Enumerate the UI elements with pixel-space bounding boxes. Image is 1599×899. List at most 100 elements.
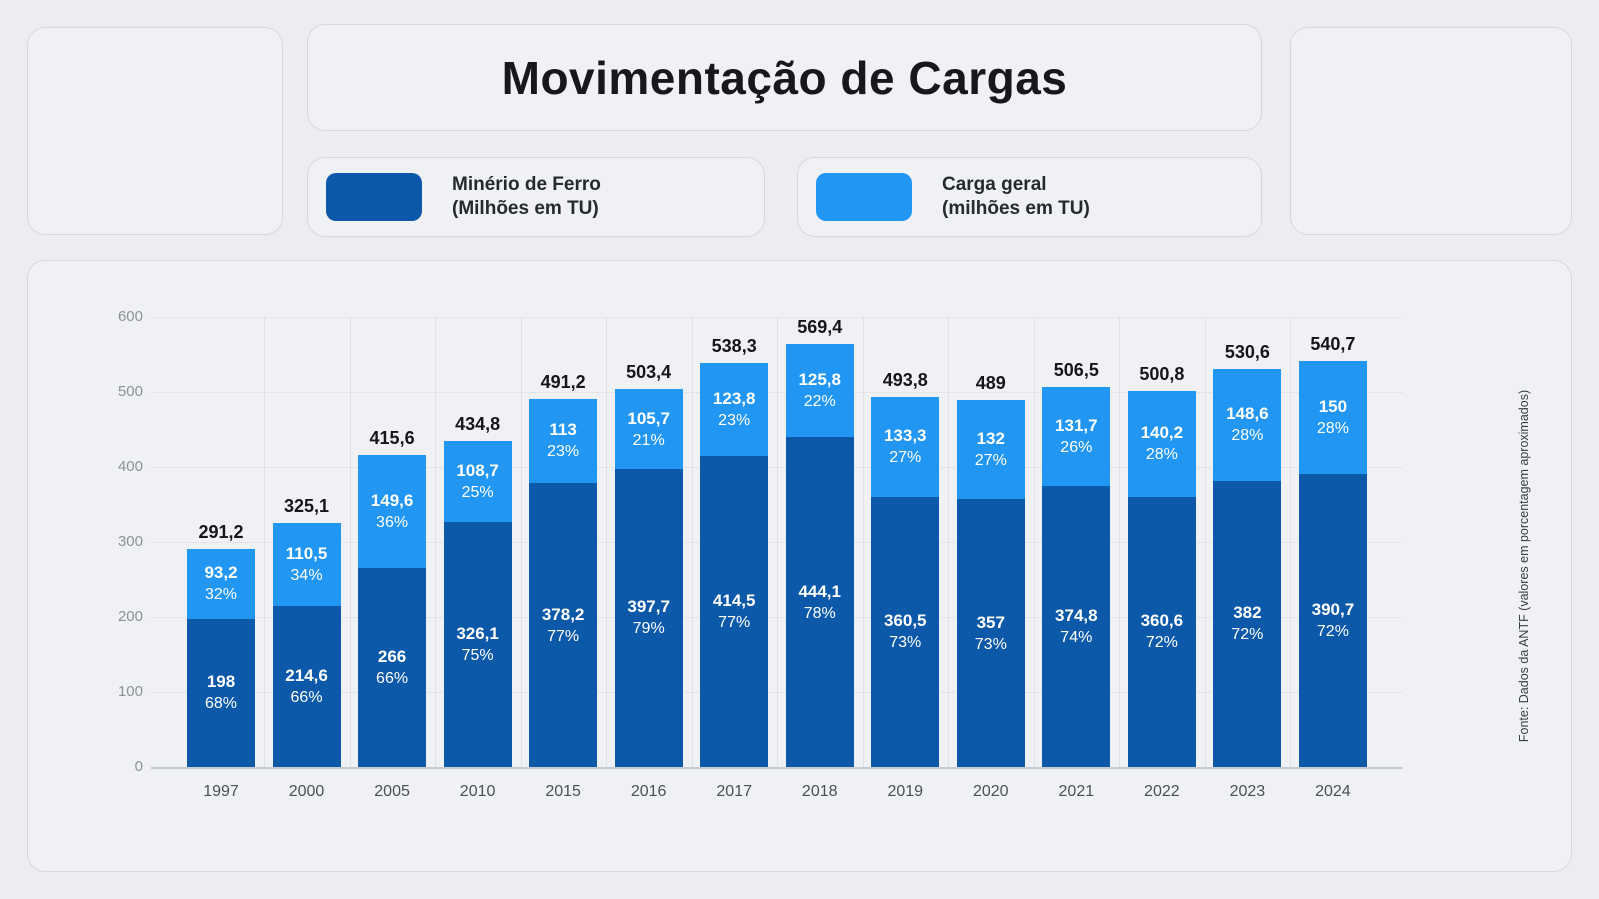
gridline-vertical	[520, 317, 522, 767]
gridline-vertical	[349, 317, 351, 767]
segment-percent: 23%	[547, 443, 580, 461]
minerio-segment: 357 73%	[956, 499, 1025, 767]
y-tick-label: 0	[134, 758, 143, 775]
minerio-segment: 390,7 72%	[1298, 473, 1367, 767]
segment-value: 378,2	[541, 604, 585, 624]
segment-percent: 72%	[1316, 622, 1349, 640]
bar-2019: 493,8 133,3 27% 360,5 73% 2019	[871, 317, 940, 800]
legend-label-minerio: Minério de Ferro (Milhões em TU)	[452, 173, 601, 221]
minerio-segment: 374,8 74%	[1042, 485, 1111, 767]
bar-2021: 506,5 131,7 26% 374,8 74% 2021	[1042, 317, 1111, 800]
x-tick-label: 2005	[374, 783, 410, 800]
segment-percent: 26%	[1060, 439, 1093, 457]
total-label: 500,8	[1139, 364, 1185, 385]
legend-label-carga-line1: Carga geral	[942, 174, 1047, 196]
x-tick-label: 2000	[288, 783, 325, 800]
segment-value: 326,1	[456, 624, 499, 644]
carga-segment: 93,2 32%	[187, 548, 255, 619]
x-tick-label: 2023	[1229, 783, 1266, 800]
minerio-segment: 397,7 79%	[614, 468, 683, 767]
segment-value: 93,2	[204, 563, 238, 583]
x-tick-label: 2017	[716, 783, 752, 800]
gridline-vertical	[1290, 317, 1291, 767]
gridline-vertical	[862, 317, 864, 767]
segment-value: 125,8	[798, 370, 841, 390]
bar-2016: 503,4 105,7 21% 397,7 79% 2016	[614, 317, 683, 800]
segment-percent: 66%	[376, 669, 409, 687]
y-tick-label: 100	[117, 683, 143, 700]
segment-percent: 22%	[803, 393, 836, 411]
segment-value: 149,6	[370, 490, 414, 510]
carga-segment: 148,6 28%	[1213, 369, 1282, 481]
minerio-segment: 360,5 73%	[871, 496, 940, 767]
carga-segment: 131,7 26%	[1042, 387, 1111, 486]
segment-percent: 34%	[290, 567, 323, 585]
carga-segment: 133,3 27%	[871, 396, 940, 497]
x-tick-label: 2010	[459, 783, 496, 800]
minerio-segment: 360,6 72%	[1127, 496, 1196, 767]
legend-label-minerio-line1: Minério de Ferro	[452, 174, 601, 196]
bar-2015: 491,2 113 23% 378,2 77% 2015	[529, 317, 598, 800]
total-label: 434,8	[455, 413, 501, 434]
legend-label-carga-line2: (milhões em TU)	[942, 198, 1090, 219]
carga-segment: 149,6 36%	[358, 455, 427, 568]
plot-area: 291,2 93,2 32% 198 68% 1997 325,1 110,5 34% 214,6…	[151, 317, 1403, 800]
legend-label-minerio-line2: (Milhões em TU)	[452, 198, 599, 219]
segment-value: 132	[976, 429, 1005, 449]
carga-segment: 110,5 34%	[272, 523, 341, 607]
segment-value: 131,7	[1055, 416, 1098, 436]
chart-panel: 0 100 200 300 400 500 600 291,2 93,2 32% 198 68% 19…	[27, 260, 1572, 872]
segment-value: 390,7	[1311, 599, 1355, 619]
segment-value: 444,1	[798, 581, 841, 601]
page-title: Movimentação de Cargas	[501, 51, 1068, 104]
segment-value: 105,7	[627, 408, 670, 428]
carga-segment: 123,8 23%	[700, 363, 769, 457]
carga-segment: 132 27%	[956, 400, 1025, 500]
minerio-segment: 444,1 78%	[785, 437, 854, 767]
minerio-segment: 266 66%	[358, 567, 427, 767]
total-label: 569,4	[797, 317, 843, 337]
total-label: 291,2	[198, 521, 244, 542]
total-label: 530,6	[1224, 342, 1270, 363]
segment-percent: 28%	[1145, 446, 1178, 464]
minerio-segment: 198 68%	[187, 618, 255, 767]
segment-percent: 23%	[718, 412, 751, 430]
y-tick-label: 500	[117, 383, 143, 400]
total-label: 538,3	[711, 336, 757, 357]
legend-carga-geral: Carga geral (milhões em TU)	[797, 157, 1262, 237]
segment-percent: 77%	[547, 627, 580, 645]
legend-label-carga: Carga geral (milhões em TU)	[942, 173, 1090, 221]
minerio-segment: 414,5 77%	[700, 456, 769, 767]
segment-value: 360,5	[883, 611, 927, 631]
bar-2010: 434,8 108,7 25% 326,1 75% 2010	[443, 317, 512, 800]
carga-segment: 108,7 25%	[443, 440, 512, 523]
x-tick-label: 2021	[1058, 783, 1095, 800]
bar-2018: 569,4 125,8 22% 444,1 78% 2018	[785, 317, 854, 800]
segment-percent: 78%	[803, 604, 836, 622]
legend-minerio-de-ferro: Minério de Ferro (Milhões em TU)	[307, 157, 765, 237]
carga-segment: 140,2 28%	[1127, 391, 1196, 497]
x-axis-baseline	[151, 767, 1403, 769]
segment-value: 414,5	[712, 591, 756, 611]
bar-2017: 538,3 123,8 23% 414,5 77% 2017	[700, 317, 769, 800]
segment-value: 133,3	[883, 426, 927, 446]
segment-value: 140,2	[1140, 423, 1184, 443]
bar-2020: 489 132 27% 357 73% 2020	[956, 317, 1025, 800]
gridline-vertical	[1204, 317, 1206, 767]
segment-value: 198	[206, 672, 236, 692]
x-tick-label: 2016	[630, 783, 667, 800]
x-tick-label: 2018	[801, 783, 838, 800]
legend-swatch-carga	[816, 173, 912, 221]
segment-value: 374,8	[1055, 605, 1098, 625]
gridline-vertical	[1033, 317, 1035, 767]
x-tick-label: 2022	[1144, 783, 1180, 800]
segment-percent: 73%	[974, 635, 1007, 653]
x-tick-label: 2020	[972, 783, 1009, 800]
segment-percent: 74%	[1060, 628, 1093, 646]
total-label: 503,4	[626, 362, 672, 383]
segment-percent: 27%	[889, 449, 922, 467]
segment-value: 357	[976, 612, 1005, 632]
segment-value: 397,7	[627, 597, 670, 617]
gridline-vertical	[1119, 317, 1120, 767]
